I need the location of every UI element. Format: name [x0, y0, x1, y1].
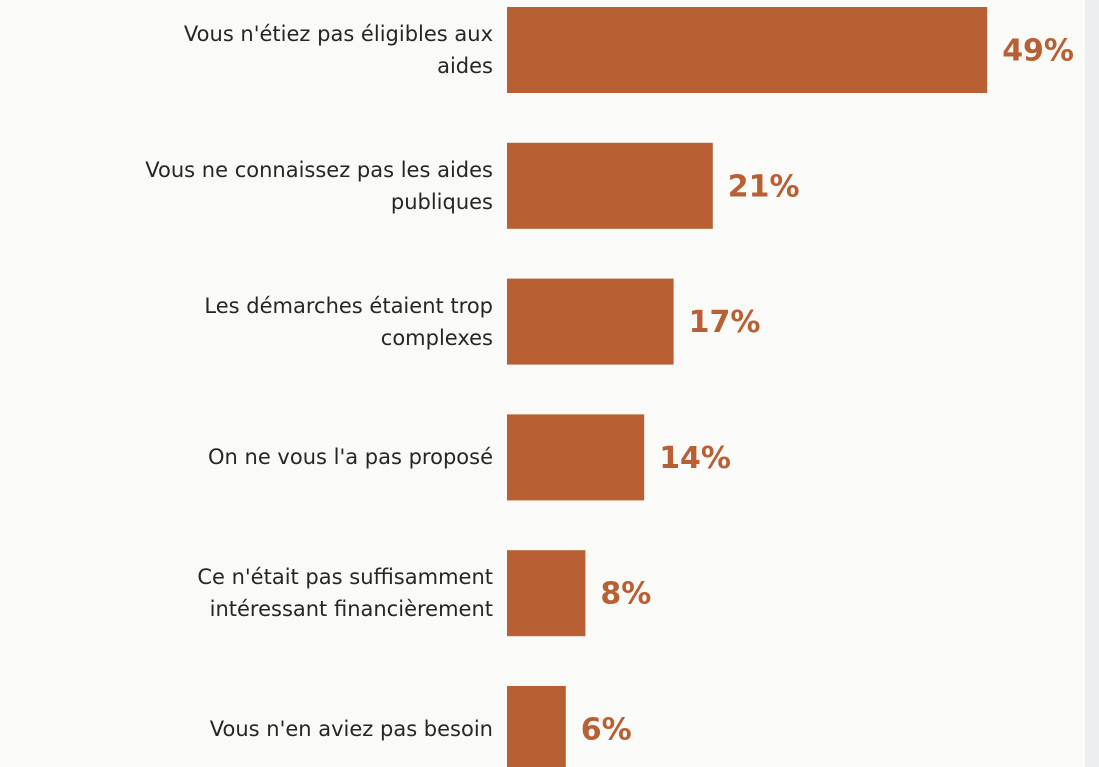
category-label: On ne vous l'a pas proposé: [208, 445, 493, 470]
value-label: 8%: [600, 577, 651, 612]
value-label: 6%: [581, 713, 632, 748]
bar: [507, 414, 645, 501]
bar: [507, 278, 674, 365]
bar: [507, 550, 586, 637]
bar: [507, 142, 713, 229]
value-label: 17%: [689, 305, 761, 340]
value-label: 14%: [659, 441, 731, 476]
category-label: Les démarches étaient trop complexes: [204, 293, 493, 350]
category-label: Vous ne connaissez pas les aides publiqu…: [145, 157, 493, 214]
value-label: 49%: [1002, 34, 1074, 69]
value-label: 21%: [728, 169, 800, 204]
category-label: Vous n'en aviez pas besoin: [209, 717, 493, 741]
bar: [507, 686, 566, 767]
bar: [507, 7, 988, 93]
category-label: Ce n'était pas suffisamment intéressant …: [197, 565, 493, 622]
scrollbar-track: [1085, 0, 1099, 767]
category-label: Vous n'étiez pas éligibles aux aides: [183, 22, 493, 78]
